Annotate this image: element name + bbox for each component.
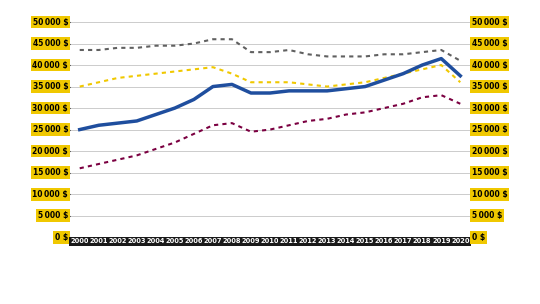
- Text: 2014: 2014: [337, 238, 355, 244]
- Text: 2015: 2015: [356, 238, 374, 244]
- Text: 30 000 $: 30 000 $: [32, 104, 68, 112]
- Text: 2016: 2016: [375, 238, 394, 244]
- Text: 2020: 2020: [451, 238, 470, 244]
- Text: 35 000 $: 35 000 $: [472, 82, 508, 91]
- Text: 45 000 $: 45 000 $: [472, 39, 508, 48]
- Text: 30 000 $: 30 000 $: [472, 104, 508, 112]
- Text: 2003: 2003: [127, 238, 146, 244]
- Text: 5 000 $: 5 000 $: [38, 211, 68, 220]
- Text: 2019: 2019: [432, 238, 450, 244]
- Text: 2001: 2001: [90, 238, 108, 244]
- Text: 2013: 2013: [318, 238, 336, 244]
- Text: 2018: 2018: [413, 238, 431, 244]
- Text: 0 $: 0 $: [55, 233, 68, 242]
- Text: 15 000 $: 15 000 $: [472, 168, 508, 177]
- Text: 50 000 $: 50 000 $: [32, 18, 68, 26]
- Text: 2005: 2005: [166, 238, 184, 244]
- Text: 20 000 $: 20 000 $: [32, 147, 68, 156]
- Text: 2009: 2009: [242, 238, 260, 244]
- Text: 25 000 $: 25 000 $: [32, 125, 68, 134]
- Text: 2000: 2000: [70, 238, 89, 244]
- Text: 2017: 2017: [394, 238, 413, 244]
- Text: 2002: 2002: [109, 238, 127, 244]
- Text: 25 000 $: 25 000 $: [472, 125, 508, 134]
- Text: 2006: 2006: [185, 238, 203, 244]
- Text: 20 000 $: 20 000 $: [472, 147, 508, 156]
- Text: 0 $: 0 $: [472, 233, 485, 242]
- Text: 50 000 $: 50 000 $: [472, 18, 508, 26]
- Text: 2004: 2004: [146, 238, 165, 244]
- Text: 2008: 2008: [222, 238, 241, 244]
- Text: 2010: 2010: [261, 238, 279, 244]
- Text: 40 000 $: 40 000 $: [32, 60, 68, 70]
- Text: 10 000 $: 10 000 $: [32, 190, 68, 199]
- Text: 15 000 $: 15 000 $: [32, 168, 68, 177]
- Text: 5 000 $: 5 000 $: [472, 211, 502, 220]
- Text: 40 000 $: 40 000 $: [472, 60, 508, 70]
- Text: 10 000 $: 10 000 $: [472, 190, 508, 199]
- Text: 45 000 $: 45 000 $: [32, 39, 68, 48]
- Text: 2011: 2011: [280, 238, 298, 244]
- Text: 2012: 2012: [299, 238, 318, 244]
- Text: 35 000 $: 35 000 $: [32, 82, 68, 91]
- Text: 2007: 2007: [204, 238, 222, 244]
